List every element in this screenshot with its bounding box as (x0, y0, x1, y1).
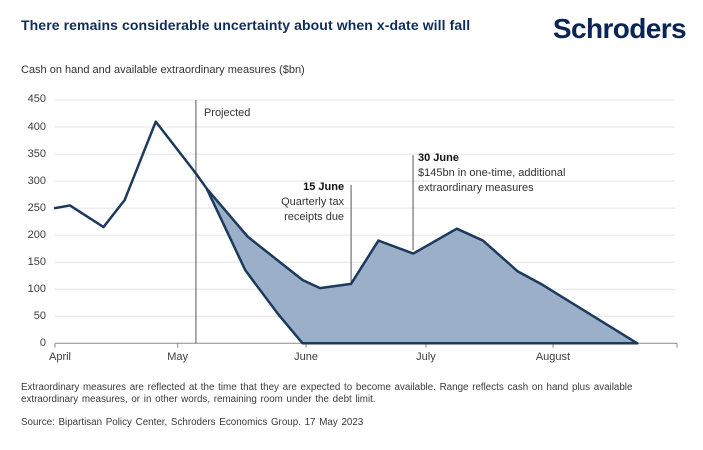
x-axis-label-july: July (416, 351, 436, 363)
annotation-text: Projected (203, 107, 251, 119)
page-title: There remains considerable uncertainty a… (21, 17, 471, 33)
y-axis-label: 0 (39, 336, 46, 349)
annotation-date: 30 June (418, 152, 459, 164)
footnote-line-1: Extraordinary measures are reflected at … (21, 382, 633, 393)
source-line: Source: Bipartisan Policy Center, Schrod… (21, 417, 364, 428)
y-axis-label: 450 (27, 93, 46, 106)
schroders-logo: Schroders (552, 13, 687, 44)
annotation-text: $145bn in one-time, additional (418, 167, 566, 179)
annotation-text: Quarterly tax (281, 196, 345, 208)
y-axis-label: 400 (27, 120, 46, 133)
range-fill-area (206, 188, 638, 344)
lower-bound-line (205, 187, 639, 345)
annotation-projected: Projected (204, 106, 250, 121)
x-axis-label-april: April (48, 351, 71, 363)
x-axis-label-august: August (535, 351, 571, 363)
annotation-june15: 15 June Quarterly tax receipts due (194, 180, 344, 225)
x-axis-label-may: May (167, 351, 189, 363)
chart-subtitle: Cash on hand and available extraordinary… (21, 64, 305, 76)
chart-plot-svg (53, 99, 678, 348)
y-axis-label: 300 (27, 174, 46, 187)
y-axis-label: 100 (27, 282, 46, 295)
y-axis-label: 350 (27, 147, 46, 160)
y-axis-label: 200 (27, 228, 46, 241)
annotation-text: extraordinary measures (418, 182, 534, 194)
y-axis-label: 150 (27, 255, 46, 268)
y-axis-label: 50 (33, 309, 46, 322)
footnote: Extraordinary measures are reflected at … (21, 382, 693, 405)
y-axis-label: 250 (27, 201, 46, 214)
x-axis-label-june: June (294, 351, 318, 363)
chart-area: 0 50 100 150 200 250 300 350 400 450 April May June J… (27, 93, 678, 363)
annotation-date: 15 June (303, 181, 345, 193)
annotation-june30: 30 June $145bn in one-time, additional ext… (418, 151, 628, 196)
annotation-text: receipts due (284, 211, 345, 223)
upper-bound-line (53, 120, 639, 345)
footnote-line-2: extraordinary measures, or in other word… (21, 393, 376, 405)
